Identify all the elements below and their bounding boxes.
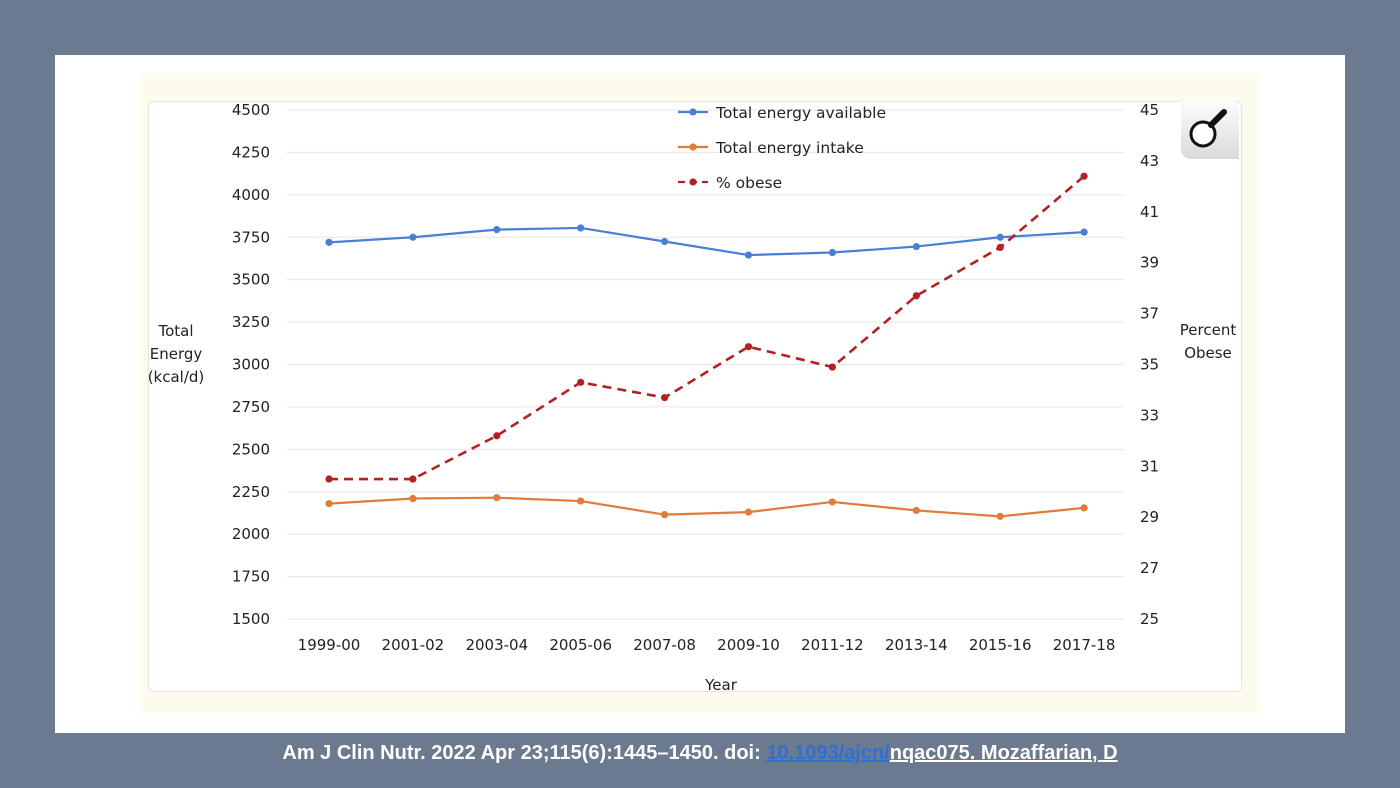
right-tick-label: 27	[1140, 559, 1159, 577]
series-2-point	[744, 508, 753, 516]
right-tick-label: 43	[1140, 152, 1159, 170]
legend: Total energy available Total energy intak…	[678, 104, 886, 192]
left-tick-label: 4500	[232, 101, 270, 119]
series-group	[325, 172, 1088, 520]
series-3-point	[577, 378, 585, 386]
x-tick-label: 2009-10	[717, 636, 780, 654]
right-tick-label: 41	[1140, 203, 1159, 221]
series-2-point	[577, 497, 585, 505]
series-2-point	[493, 494, 501, 502]
series-3-point	[996, 243, 1004, 252]
left-tick-label: 3250	[232, 313, 270, 331]
series-3-point	[1080, 172, 1088, 180]
left-axis-ticks: 1500 1750 2000 2250 2500 2750 3000 3250 3500 3750…	[232, 101, 270, 628]
series-1-point	[325, 238, 333, 246]
x-tick-label: 2015-16	[969, 636, 1032, 654]
chart-card	[148, 101, 1242, 692]
series-1-point	[744, 251, 753, 259]
series-1-point	[996, 233, 1004, 241]
series-3-point	[744, 343, 753, 351]
zoom-button[interactable]	[1181, 101, 1239, 159]
left-tick-label: 3500	[232, 271, 270, 289]
series-2-point	[409, 494, 417, 503]
right-tick-label: 45	[1140, 101, 1159, 119]
left-tick-label: 3750	[232, 228, 270, 246]
series-3-point	[409, 475, 417, 483]
right-tick-label: 25	[1140, 610, 1159, 628]
series-line-2	[328, 496, 1085, 518]
right-tick-label: 33	[1140, 406, 1159, 424]
x-axis-title: Year	[704, 676, 738, 694]
left-axis-title-line: Energy	[150, 345, 203, 363]
x-tick-label: 2013-14	[885, 636, 948, 654]
series-2-point	[996, 512, 1004, 520]
series-1-point	[493, 226, 501, 234]
left-tick-label: 3000	[232, 356, 270, 374]
x-tick-label: 2007-08	[633, 636, 696, 654]
x-tick-label: 1999-00	[298, 636, 361, 654]
x-tick-label: 2005-06	[549, 636, 612, 654]
series-3-point	[828, 363, 837, 371]
legend-swatch-point	[689, 108, 697, 116]
doi-link[interactable]: 10.1093/ajcn/	[766, 742, 890, 764]
right-axis-ticks: 25 27 29 31 33 35 37 39 41 43 45	[1140, 101, 1159, 628]
x-axis-ticks: 1999-00 2001-02 2003-04 2005-06 2007-08 2009-…	[298, 636, 1116, 654]
series-2-point	[912, 506, 920, 515]
series-1-point	[912, 242, 920, 251]
series-2-point	[325, 500, 333, 508]
left-tick-label: 2250	[232, 483, 270, 501]
series-1-point	[409, 233, 417, 241]
right-axis-title-line: Percent	[1180, 321, 1237, 339]
left-tick-label: 2500	[232, 440, 270, 458]
left-axis-title-line: (kcal/d)	[148, 368, 205, 386]
right-tick-label: 39	[1140, 254, 1159, 272]
left-tick-label: 1750	[232, 568, 270, 586]
series-3-point	[661, 393, 669, 402]
left-axis-title: Total Energy (kcal/d)	[148, 322, 205, 386]
series-2-point	[661, 511, 669, 519]
series-1-point	[577, 224, 585, 232]
series-3-point	[493, 432, 501, 440]
left-tick-label: 2750	[232, 398, 270, 416]
series-line-3	[329, 175, 1085, 481]
x-tick-label: 2017-18	[1053, 636, 1116, 654]
left-tick-label: 4250	[232, 143, 270, 161]
citation: Am J Clin Nutr. 2022 Apr 23;115(6):1445–…	[0, 742, 1400, 765]
legend-swatch-point	[689, 178, 697, 186]
series-2-point	[828, 498, 837, 506]
x-tick-label: 2011-12	[801, 636, 864, 654]
right-tick-label: 31	[1140, 457, 1159, 475]
magnifier-icon	[1189, 109, 1227, 148]
left-axis-title-line: Total	[157, 322, 193, 340]
right-tick-label: 35	[1140, 356, 1159, 374]
series-2-point	[1080, 504, 1088, 512]
right-axis-title: Percent Obese	[1180, 321, 1237, 362]
legend-label: % obese	[716, 174, 782, 192]
right-tick-label: 37	[1140, 305, 1159, 323]
left-tick-label: 2000	[232, 525, 270, 543]
gridlines	[287, 109, 1124, 620]
left-tick-label: 1500	[232, 610, 270, 628]
series-line-1	[328, 226, 1085, 257]
series-1-point	[828, 248, 837, 257]
legend-label: Total energy intake	[715, 139, 864, 157]
series-1-point	[1080, 228, 1088, 236]
legend-swatch-point	[689, 143, 697, 151]
right-tick-label: 29	[1140, 508, 1159, 526]
citation-text: Am J Clin Nutr. 2022 Apr 23;115(6):1445–…	[282, 742, 767, 764]
x-tick-label: 2003-04	[465, 636, 528, 654]
x-tick-label: 2001-02	[382, 636, 445, 654]
series-3-point	[912, 292, 920, 300]
series-1-point	[661, 237, 669, 246]
legend-label: Total energy available	[715, 104, 886, 122]
series-3-point	[325, 475, 333, 483]
left-tick-label: 4000	[232, 186, 270, 204]
right-axis-title-line: Obese	[1184, 344, 1232, 362]
citation-suffix: nqac075. Mozaffarian, D	[889, 742, 1118, 764]
